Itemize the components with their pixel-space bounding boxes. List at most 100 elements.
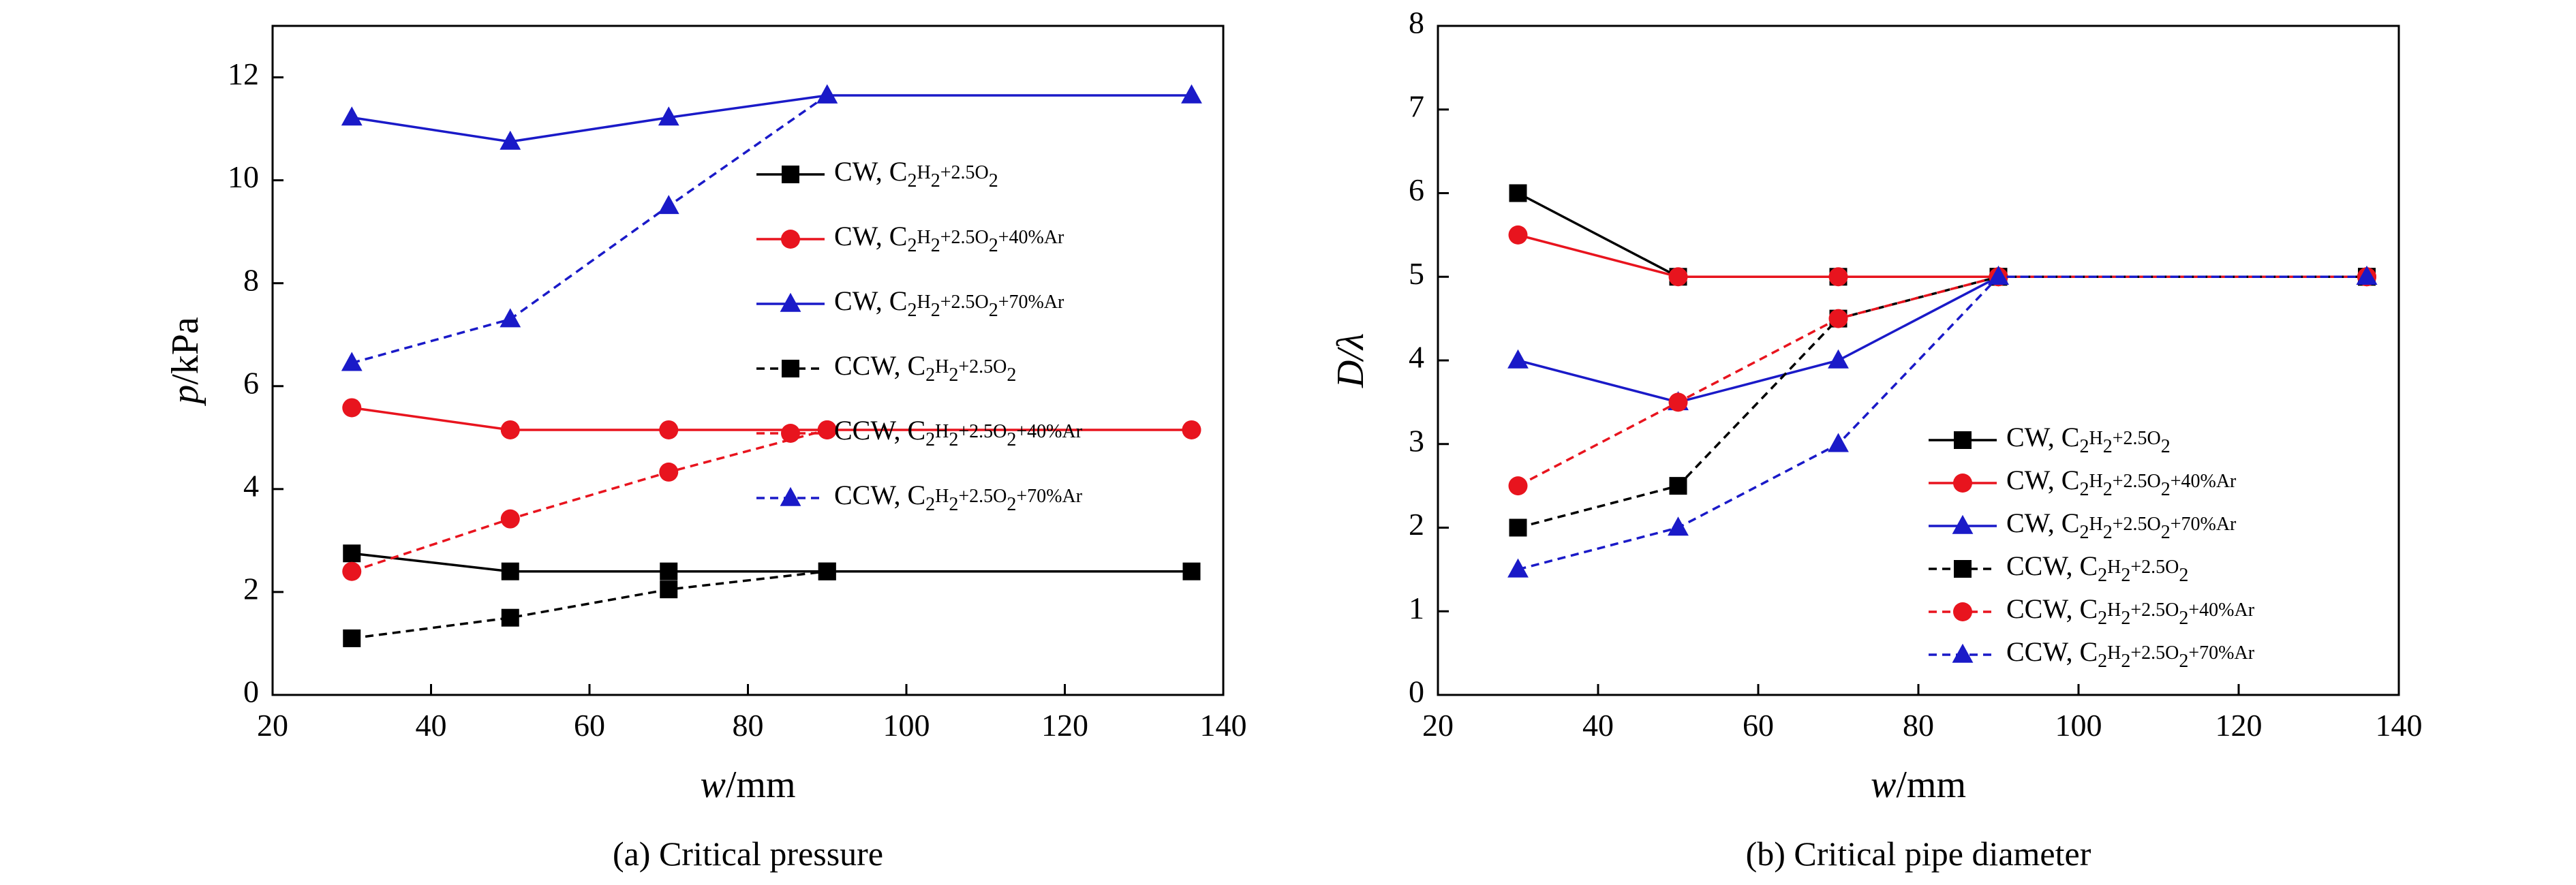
legend-label: CW, C2H2+2.5O2+40%Ar [2006, 465, 2237, 500]
legend-label: CCW, C2H2+2.5O2+40%Ar [2006, 593, 2255, 629]
legend-label: CW, C2H2+2.5O2+70%Ar [2006, 508, 2237, 543]
data-point [500, 308, 521, 328]
data-point [1668, 516, 1689, 536]
series-line [351, 94, 828, 364]
series-line [1518, 275, 2367, 529]
legend-marker [1952, 643, 1974, 663]
series-line [1518, 275, 2367, 404]
data-point [658, 106, 679, 126]
data-point [1182, 420, 1201, 439]
panel-critical-pressure: 20 40 60 80 100 120 140 0 2 4 6 8 10 12 w/mm p/kPa (a) C… [164, 25, 1247, 873]
series-line [352, 552, 1192, 573]
data-point [341, 352, 363, 371]
legend-label: CW, C2H2+2.5O2 [834, 156, 998, 191]
data-point [1509, 184, 1527, 202]
data-point [342, 561, 362, 581]
x-tick-label: 100 [883, 708, 930, 743]
series-line [351, 429, 828, 573]
y-tick-label: 2 [1409, 507, 1424, 542]
data-point [1828, 433, 1849, 452]
data-point [501, 608, 519, 627]
y-tick-label: 6 [1409, 172, 1424, 207]
legend-label: CCW, C2H2+2.5O2+70%Ar [2006, 636, 2255, 672]
data-point [1828, 309, 1848, 328]
data-point [1668, 392, 1688, 412]
data-point [660, 562, 678, 580]
panel-critical-pipe-diameter: 20 40 60 80 100 120 140 0 1 2 3 4 5 6 7 8 w/mm D/λ (b) Cri… [1330, 5, 2423, 873]
data-point [1669, 477, 1687, 495]
x-axis-title: w/mm [1871, 764, 1966, 806]
data-point [501, 562, 519, 580]
legend-label: CW, C2H2+2.5O2+40%Ar [834, 221, 1064, 256]
data-point [1828, 267, 1848, 287]
data-point [659, 462, 679, 482]
x-tick-label: 120 [1041, 708, 1088, 743]
x-tick-label: 140 [1200, 708, 1247, 743]
data-point [660, 580, 678, 599]
data-point [500, 130, 521, 150]
y-tick-label: 4 [243, 468, 259, 503]
legend-label: CCW, C2H2+2.5O2+70%Ar [834, 480, 1083, 515]
y-tick-label: 1 [1409, 591, 1424, 625]
y-tick-label: 7 [1409, 89, 1424, 123]
x-tick-label: 80 [1903, 708, 1934, 743]
x-tick-label: 100 [2055, 708, 2102, 743]
legend-label: CCW, C2H2+2.5O2+40%Ar [834, 415, 1083, 450]
x-tick-label: 140 [2376, 708, 2423, 743]
plot-frame [1437, 25, 2400, 696]
data-point [659, 420, 679, 439]
legend-label: CW, C2H2+2.5O2 [2006, 422, 2171, 457]
x-tick-label: 60 [1743, 708, 1774, 743]
data-point [1508, 476, 1528, 496]
y-tick-label: 3 [1409, 423, 1424, 458]
x-tick-label: 20 [257, 708, 288, 743]
x-tick-label: 40 [416, 708, 447, 743]
legend-marker [1952, 514, 1974, 534]
data-point [2356, 266, 2378, 285]
series-line [1518, 234, 2367, 278]
panel-caption: (b) Critical pipe diameter [1746, 835, 2091, 873]
legend-marker [780, 292, 801, 312]
x-tick-label: 60 [574, 708, 605, 743]
legend-marker [1954, 431, 1972, 449]
y-tick-label: 10 [228, 159, 259, 194]
data-point [1507, 349, 1529, 369]
y-tick-label: 5 [1409, 256, 1424, 291]
legend-marker [1954, 560, 1972, 578]
y-tick-label: 0 [243, 674, 259, 709]
data-point [816, 84, 838, 104]
legend-marker [781, 424, 800, 443]
series-line [1517, 191, 2367, 278]
data-point [500, 509, 520, 529]
data-point [1668, 267, 1688, 287]
x-tick-label: 80 [733, 708, 764, 743]
data-point [658, 195, 679, 215]
x-tick-label: 40 [1582, 708, 1614, 743]
x-tick-label: 120 [2215, 708, 2263, 743]
y-tick-label: 6 [243, 365, 259, 400]
data-point [343, 544, 361, 563]
data-point [1182, 562, 1201, 580]
x-axis-title: w/mm [700, 764, 795, 806]
series-line [352, 570, 827, 640]
y-tick-label: 0 [1409, 674, 1424, 709]
y-axis-title: p/kPa [164, 317, 206, 407]
data-point [1507, 558, 1529, 578]
data-point [1509, 518, 1527, 537]
x-tick-label: 20 [1422, 708, 1454, 743]
data-point [818, 562, 836, 580]
legend-marker [780, 486, 801, 506]
y-tick-label: 12 [228, 57, 259, 91]
data-point [343, 629, 361, 647]
y-tick-label: 8 [1409, 5, 1424, 40]
data-point [1988, 266, 2009, 285]
y-tick-label: 4 [1409, 340, 1424, 375]
legend-label: CW, C2H2+2.5O2+70%Ar [834, 285, 1064, 321]
data-point [1828, 349, 1849, 369]
data-point [342, 398, 362, 418]
legend-marker [781, 230, 800, 249]
data-point [817, 420, 837, 439]
legend-marker [782, 360, 799, 377]
data-point [1508, 225, 1528, 245]
